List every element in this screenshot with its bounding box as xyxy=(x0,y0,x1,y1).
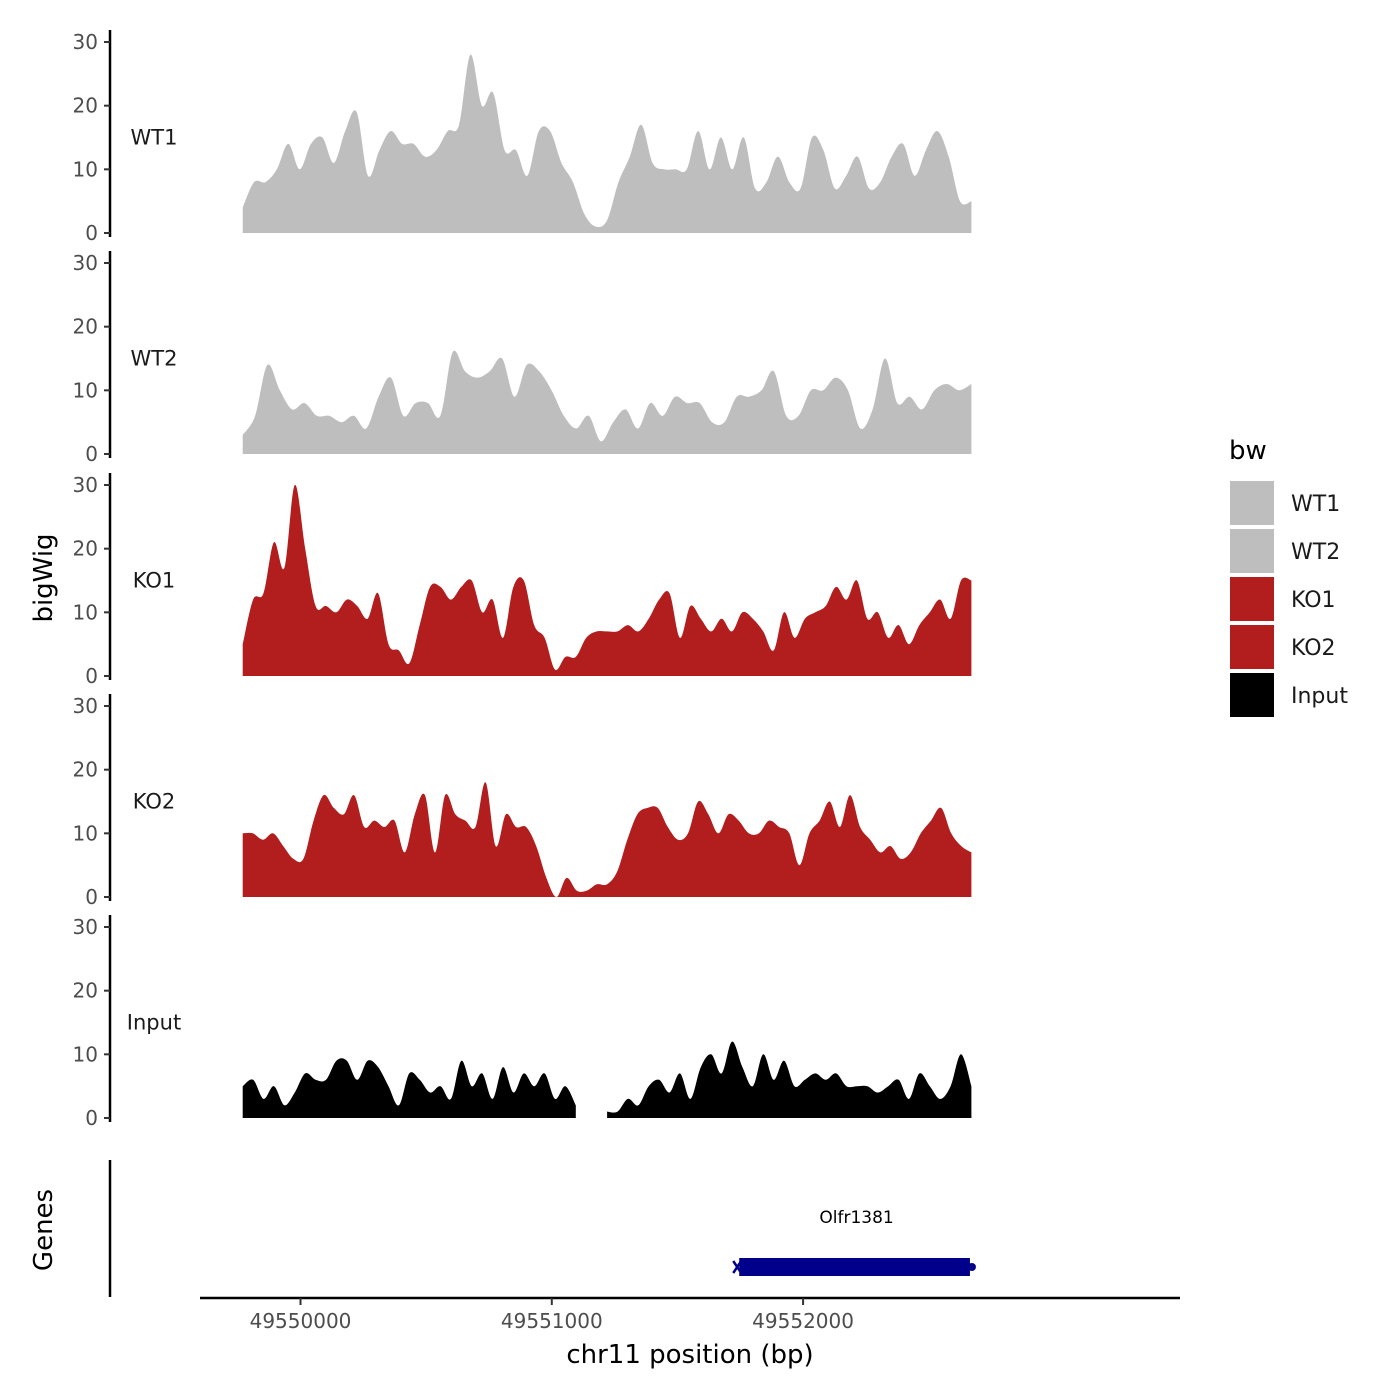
y-tick-label: 20 xyxy=(73,315,98,339)
y-tick-label: 10 xyxy=(73,157,98,181)
x-tick-label: 49551000 xyxy=(501,1309,603,1333)
gene-label: Olfr1381 xyxy=(819,1208,893,1228)
y-tick-label: 20 xyxy=(73,979,98,1003)
y-tick-label: 30 xyxy=(73,915,98,939)
x-tick-label: 49552000 xyxy=(752,1309,854,1333)
coverage-area-wt1 xyxy=(242,54,972,233)
y-tick-label: 20 xyxy=(73,537,98,561)
coverage-area-wt2 xyxy=(242,350,972,454)
legend-label: KO1 xyxy=(1291,588,1336,613)
legend-item-ko1: KO1 xyxy=(1230,577,1336,621)
gene-end-marker xyxy=(967,1263,976,1271)
track-label-ko1: KO1 xyxy=(133,569,176,593)
legend-item-ko2: KO2 xyxy=(1230,625,1336,669)
y-tick-label: 30 xyxy=(73,30,98,54)
coverage-area-ko2 xyxy=(242,782,972,897)
y-tick-label: 10 xyxy=(73,821,98,845)
x-tick-label: 49550000 xyxy=(250,1309,352,1333)
track-label-ko2: KO2 xyxy=(133,790,176,814)
legend-label: WT1 xyxy=(1291,492,1340,517)
y-tick-label: 10 xyxy=(73,378,98,402)
legend-label: KO2 xyxy=(1291,636,1336,661)
gene-olfr1381: Olfr1381 xyxy=(732,1208,976,1276)
coverage-area-ko1 xyxy=(242,484,972,676)
track-wt2: 0 10 20 30 WT2 xyxy=(73,251,972,466)
legend-swatch xyxy=(1230,625,1274,669)
y-tick-label: 0 xyxy=(85,1106,98,1130)
legend-item-wt1: WT1 xyxy=(1230,481,1340,525)
track-input: 0 10 20 30 Input xyxy=(73,915,972,1130)
track-ko1: 0 10 20 30 KO1 xyxy=(73,473,972,688)
y-tick-label: 10 xyxy=(73,1042,98,1066)
y-tick-label: 30 xyxy=(73,251,98,275)
y-tick-label: 30 xyxy=(73,473,98,497)
y-axis-title: bigWig xyxy=(29,533,59,622)
genes-axis-title: Genes xyxy=(29,1189,59,1271)
track-label-input: Input xyxy=(127,1011,181,1035)
legend-item-wt2: WT2 xyxy=(1230,529,1340,573)
y-tick-label: 0 xyxy=(85,221,98,245)
legend-title: bw xyxy=(1229,436,1267,466)
coverage-area-input xyxy=(242,1058,576,1118)
x-axis: 49550000 49551000 49552000 xyxy=(200,1296,1180,1333)
y-tick-label: 10 xyxy=(73,600,98,624)
legend-swatch xyxy=(1230,481,1274,525)
y-tick-label: 0 xyxy=(85,442,98,466)
legend-swatch xyxy=(1230,577,1274,621)
legend-label: Input xyxy=(1291,684,1348,709)
genes-panel: Olfr1381 xyxy=(108,1160,976,1297)
y-tick-label: 20 xyxy=(73,758,98,782)
legend-label: WT2 xyxy=(1291,540,1340,565)
y-tick-label: 20 xyxy=(73,94,98,118)
track-label-wt2: WT2 xyxy=(131,347,178,371)
legend-swatch xyxy=(1230,529,1274,573)
x-axis-title: chr11 position (bp) xyxy=(566,1340,813,1370)
y-tick-label: 0 xyxy=(85,664,98,688)
gene-body xyxy=(739,1258,970,1276)
track-ko2: 0 10 20 30 KO2 xyxy=(73,694,972,909)
y-tick-label: 30 xyxy=(73,694,98,718)
legend-item-input: Input xyxy=(1230,673,1348,717)
track-label-wt1: WT1 xyxy=(131,126,178,150)
track-wt1: 0 10 20 30 WT1 xyxy=(73,30,972,245)
y-tick-label: 0 xyxy=(85,885,98,909)
legend-swatch xyxy=(1230,673,1274,717)
coverage-area-input xyxy=(607,1041,972,1118)
coverage-tracks: 0 10 20 30 WT1 0 10 20 30 WT2 0 10 20 30 KO1 0 10 20 30 KO2… xyxy=(73,30,972,1130)
gene-start-marker xyxy=(732,1260,743,1274)
legend: bw WT1 WT2 KO1 KO2 Input xyxy=(1229,436,1348,717)
